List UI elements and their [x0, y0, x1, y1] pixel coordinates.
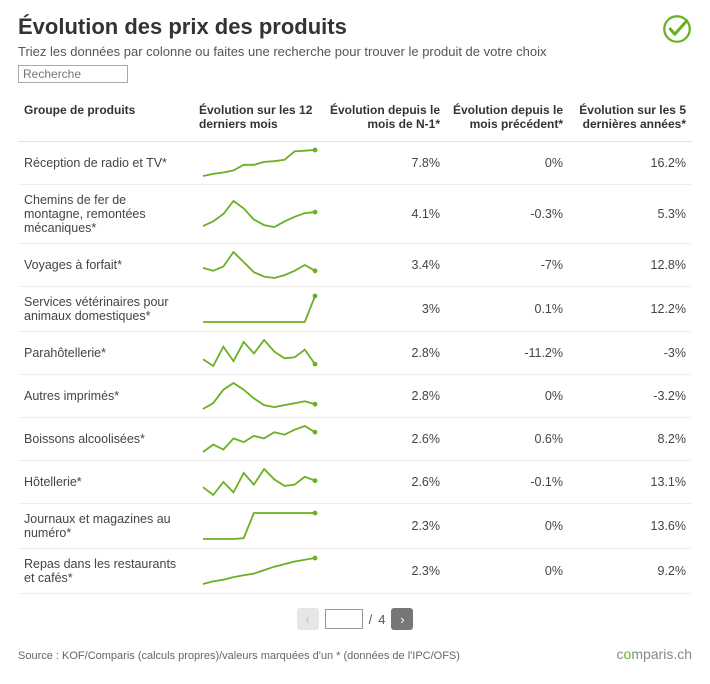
row-value: -3% — [569, 332, 692, 375]
row-value: 2.6% — [323, 461, 446, 504]
row-label: Services vétérinaires pour animaux domes… — [18, 287, 193, 332]
prev-page-button[interactable]: ‹ — [297, 608, 319, 630]
row-value: 5.3% — [569, 185, 692, 244]
col-header-12m[interactable]: Évolution sur les 12 derniers mois — [193, 97, 323, 142]
row-value: 0% — [446, 142, 569, 185]
pagination: ‹ / 4 › — [18, 608, 692, 630]
row-label: Parahôtellerie* — [18, 332, 193, 375]
table-row: Voyages à forfait* 3.4%-7%12.8% — [18, 244, 692, 287]
row-value: -0.3% — [446, 185, 569, 244]
page-subtitle: Triez les données par colonne ou faites … — [18, 44, 547, 59]
row-value: 12.8% — [569, 244, 692, 287]
row-value: 13.6% — [569, 504, 692, 549]
search-input[interactable] — [18, 65, 128, 83]
row-sparkline — [193, 461, 323, 504]
check-logo-icon — [662, 14, 692, 49]
row-value: 0% — [446, 549, 569, 594]
row-value: -7% — [446, 244, 569, 287]
row-value: 0.6% — [446, 418, 569, 461]
col-header-group[interactable]: Groupe de produits — [18, 97, 193, 142]
table-row: Chemins de fer de montagne, remontées mé… — [18, 185, 692, 244]
row-label: Boissons alcoolisées* — [18, 418, 193, 461]
table-row: Autres imprimés* 2.8%0%-3.2% — [18, 375, 692, 418]
table-row: Boissons alcoolisées* 2.6%0.6%8.2% — [18, 418, 692, 461]
row-label: Voyages à forfait* — [18, 244, 193, 287]
row-sparkline — [193, 287, 323, 332]
table-row: Parahôtellerie* 2.8%-11.2%-3% — [18, 332, 692, 375]
row-sparkline — [193, 185, 323, 244]
row-value: 2.3% — [323, 504, 446, 549]
row-value: 0% — [446, 504, 569, 549]
brand-post: mparis.ch — [631, 646, 692, 662]
row-value: -3.2% — [569, 375, 692, 418]
col-header-prev[interactable]: Évolution depuis le mois précédent* — [446, 97, 569, 142]
row-label: Réception de radio et TV* — [18, 142, 193, 185]
row-sparkline — [193, 244, 323, 287]
row-sparkline — [193, 418, 323, 461]
row-label: Journaux et magazines au numéro* — [18, 504, 193, 549]
col-header-5y[interactable]: Évolution sur les 5 dernières années* — [569, 97, 692, 142]
row-value: 8.2% — [569, 418, 692, 461]
row-value: 4.1% — [323, 185, 446, 244]
brand-accent: o — [624, 646, 632, 662]
price-table: Groupe de produits Évolution sur les 12 … — [18, 97, 692, 594]
row-value: 16.2% — [569, 142, 692, 185]
row-value: 0% — [446, 375, 569, 418]
row-sparkline — [193, 375, 323, 418]
row-value: 2.8% — [323, 332, 446, 375]
row-value: 2.8% — [323, 375, 446, 418]
row-sparkline — [193, 142, 323, 185]
table-row: Journaux et magazines au numéro* 2.3%0%13… — [18, 504, 692, 549]
brand-pre: c — [617, 646, 624, 662]
brand-logo: comparis.ch — [617, 646, 692, 662]
table-row: Repas dans les restaurants et cafés* 2.3%… — [18, 549, 692, 594]
row-value: 9.2% — [569, 549, 692, 594]
page-separator: / — [369, 612, 373, 627]
row-value: 3.4% — [323, 244, 446, 287]
page-input[interactable] — [325, 609, 363, 629]
row-label: Chemins de fer de montagne, remontées mé… — [18, 185, 193, 244]
row-sparkline — [193, 504, 323, 549]
table-row: Hôtellerie* 2.6%-0.1%13.1% — [18, 461, 692, 504]
row-value: -11.2% — [446, 332, 569, 375]
row-value: 2.6% — [323, 418, 446, 461]
source-text: Source : KOF/Comparis (calculs propres)/… — [18, 650, 460, 662]
next-page-button[interactable]: › — [391, 608, 413, 630]
row-value: 13.1% — [569, 461, 692, 504]
row-value: 3% — [323, 287, 446, 332]
table-row: Réception de radio et TV* 7.8%0%16.2% — [18, 142, 692, 185]
row-value: 7.8% — [323, 142, 446, 185]
row-label: Hôtellerie* — [18, 461, 193, 504]
row-label: Repas dans les restaurants et cafés* — [18, 549, 193, 594]
page-total: 4 — [378, 612, 385, 627]
page-title: Évolution des prix des produits — [18, 14, 547, 40]
row-value: 2.3% — [323, 549, 446, 594]
row-label: Autres imprimés* — [18, 375, 193, 418]
row-value: -0.1% — [446, 461, 569, 504]
table-header-row: Groupe de produits Évolution sur les 12 … — [18, 97, 692, 142]
row-sparkline — [193, 549, 323, 594]
table-row: Services vétérinaires pour animaux domes… — [18, 287, 692, 332]
row-value: 12.2% — [569, 287, 692, 332]
row-sparkline — [193, 332, 323, 375]
col-header-n1[interactable]: Évolution depuis le mois de N-1* — [323, 97, 446, 142]
row-value: 0.1% — [446, 287, 569, 332]
